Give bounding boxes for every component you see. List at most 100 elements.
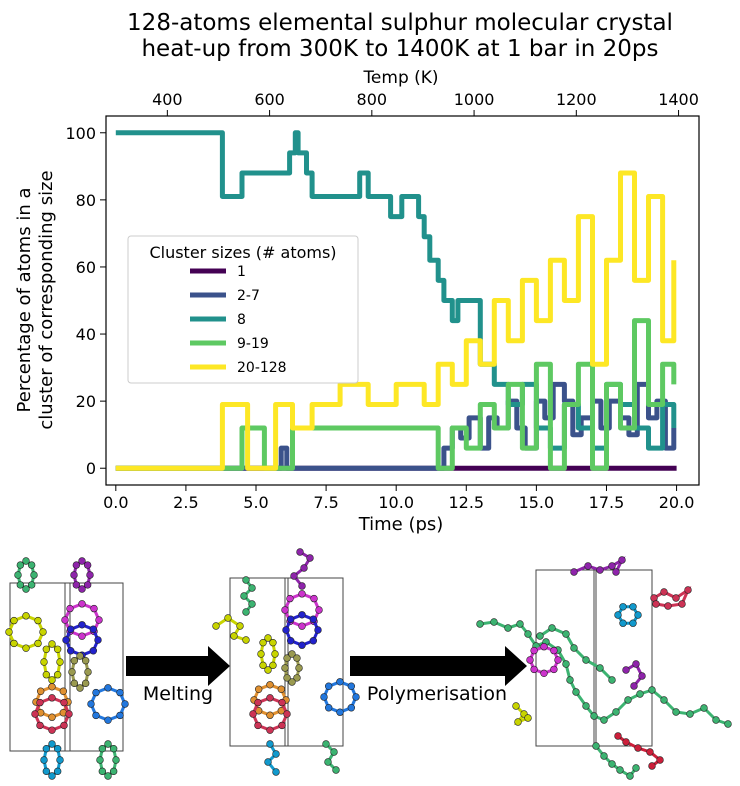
atom — [56, 756, 64, 764]
arrow-shape — [126, 646, 230, 686]
atom — [283, 654, 291, 662]
atom — [608, 562, 616, 570]
atom — [622, 666, 630, 674]
atom — [540, 669, 548, 677]
y-tick-label: 60 — [76, 258, 96, 277]
atom — [248, 600, 256, 608]
atom — [48, 640, 56, 648]
melting-arrow — [126, 646, 230, 686]
s8-ring — [61, 600, 103, 640]
atom — [612, 568, 620, 576]
atom — [236, 622, 244, 630]
legend-title: Cluster sizes (# atoms) — [149, 243, 336, 262]
atom — [76, 684, 84, 692]
atom — [65, 710, 73, 718]
atom — [68, 668, 76, 676]
atom — [315, 606, 323, 614]
atom — [272, 768, 280, 776]
atom — [48, 726, 56, 734]
top-x-tick-label: 1400 — [658, 90, 699, 109]
atom — [582, 702, 590, 710]
top-x-tick-label: 400 — [152, 90, 183, 109]
atom — [352, 693, 360, 701]
atom — [286, 637, 295, 645]
atom — [293, 654, 301, 662]
plot-area: 0.0 2.5 5.0 7.5 10.0 12.5 15.0 17.5 20.0 0 20 40 60 8… — [65, 90, 700, 512]
atom — [618, 556, 626, 564]
atom — [104, 684, 112, 692]
atom — [62, 636, 70, 644]
legend-entry-label: 1 — [237, 264, 246, 280]
atom — [278, 698, 286, 707]
atom — [70, 656, 79, 665]
atom — [98, 744, 107, 753]
atom — [596, 664, 604, 672]
atom — [504, 624, 512, 632]
series-line-3 — [115, 130, 677, 451]
legend-entry-label: 20-128 — [237, 360, 287, 376]
atom — [281, 664, 289, 672]
sulphur-chain — [512, 702, 532, 726]
atom — [616, 766, 624, 774]
atom — [83, 561, 92, 569]
atom — [298, 641, 306, 649]
atom — [48, 683, 56, 691]
atom — [324, 704, 333, 712]
s8-ring — [250, 681, 290, 719]
atom — [66, 647, 75, 655]
chart-title-line-2: heat-up from 300K to 1400K at 1 bar in 2… — [141, 36, 658, 62]
atom — [266, 694, 274, 702]
atom — [298, 611, 306, 619]
x-tick-label: 12.5 — [448, 493, 484, 512]
atom — [570, 644, 578, 652]
atom — [53, 671, 62, 679]
s8-ring — [5, 612, 47, 652]
legend: Cluster sizes (# atoms) 1 2-7 8 9-19 20-128 — [127, 235, 359, 384]
top-x-tick-label: 800 — [357, 90, 388, 109]
atom — [104, 740, 112, 748]
atom — [42, 671, 51, 679]
atom — [121, 700, 129, 708]
atom — [92, 711, 100, 720]
atom — [254, 698, 262, 707]
atom — [30, 571, 38, 579]
atom — [314, 626, 322, 634]
s8-ring — [614, 603, 642, 627]
sulphur-chain — [240, 576, 256, 616]
atom — [90, 604, 98, 613]
atom — [254, 685, 263, 693]
atom — [632, 764, 640, 772]
atom — [629, 603, 637, 611]
atom — [324, 758, 332, 766]
atom — [686, 710, 694, 718]
atom — [634, 744, 642, 752]
atom — [290, 572, 298, 580]
atom — [536, 632, 544, 640]
atom — [600, 752, 608, 760]
atom — [614, 732, 622, 740]
atom — [566, 676, 574, 684]
atom — [78, 585, 86, 593]
atom — [109, 767, 118, 776]
x-tick-label: 5.0 — [243, 493, 268, 512]
atom — [550, 646, 558, 655]
atom — [277, 685, 286, 693]
atom — [656, 756, 664, 764]
atom — [53, 645, 62, 653]
atom — [298, 582, 306, 590]
atom — [95, 616, 103, 624]
atom — [269, 638, 277, 647]
ticks-layer: 0.0 2.5 5.0 7.5 10.0 12.5 15.0 17.5 20.0 0 20 40 60 8… — [65, 90, 698, 512]
atom — [590, 712, 598, 720]
atom — [281, 606, 289, 614]
s8-ring-edge-on — [96, 740, 120, 780]
atom — [264, 666, 272, 674]
sulphur-chain — [322, 740, 340, 774]
atom — [619, 619, 627, 627]
atom — [330, 748, 338, 756]
atom — [278, 721, 286, 730]
atom — [324, 682, 333, 690]
atom — [298, 590, 306, 598]
atom — [286, 615, 295, 623]
atom — [332, 766, 340, 774]
